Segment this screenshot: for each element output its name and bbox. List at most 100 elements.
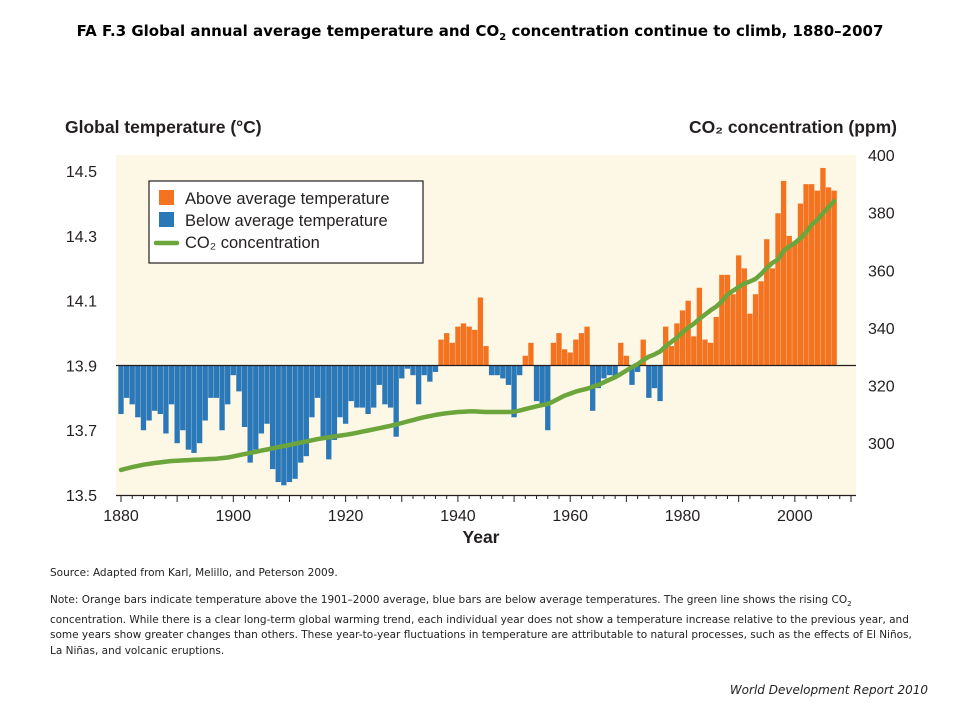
temperature-bar-1987 [719,274,725,366]
temperature-bar-1899 [225,365,231,405]
temperature-bar-1891 [180,365,186,431]
temperature-bar-1993 [752,294,759,366]
temperature-bar-1886 [152,365,158,411]
temperature-bar-1973 [640,339,646,366]
y2-tick-label: 360 [868,263,895,280]
temperature-bar-1888 [163,365,169,434]
note-text-end: concentration. While there is a clear lo… [50,613,912,657]
temperature-bar-2004 [814,190,820,366]
temperature-bar-1882 [129,365,135,405]
temperature-bar-1996 [769,268,776,366]
bar-group [118,167,837,486]
temperature-bar-1924 [365,365,371,415]
temperature-bar-1920 [342,365,349,424]
note-text: Note: Orange bars indicate temperature a… [50,594,848,606]
y-tick-label: 14.5 [66,164,97,181]
temperature-bar-1982 [691,336,697,366]
temperature-bar-1881 [123,365,130,398]
temperature-bar-1926 [376,365,382,385]
temperature-bar-1917 [326,365,332,460]
temperature-bar-1962 [578,333,585,366]
temperature-bar-1983 [696,287,703,366]
temperature-bar-1950 [511,365,517,418]
temperature-bar-1944 [477,297,484,366]
temperature-bar-1921 [348,365,354,402]
temperature-bar-1912 [298,365,304,463]
temperature-bar-1989 [730,294,736,366]
temperature-bar-1990 [736,255,742,366]
temperature-bar-2003 [809,184,815,366]
temperature-bar-1943 [472,329,478,366]
legend-box [148,180,424,264]
temperature-bar-1941 [460,323,467,366]
temperature-bar-1959 [561,349,568,366]
temperature-bar-1890 [174,365,180,444]
temperature-bar-1907 [269,365,276,470]
title-text-end: concentration continue to climb, 1880–20… [506,22,884,40]
temperature-bar-1928 [387,365,394,408]
temperature-bar-2007 [831,190,837,366]
temperature-bar-1908 [275,365,281,483]
temperature-bar-1938 [444,333,450,366]
temperature-bar-1893 [191,365,197,453]
legend-swatch-above [159,190,174,205]
temperature-bar-1906 [264,365,270,424]
y2-tick-label: 340 [868,321,895,338]
temperature-bar-1998 [780,180,787,366]
temperature-bar-1988 [724,274,731,366]
temperature-bar-1887 [157,365,163,415]
temperature-bar-1969 [618,342,624,366]
temperature-bar-1940 [455,326,461,366]
co2-line [118,198,837,473]
temperature-bar-1992 [747,313,753,366]
temperature-bar-2005 [820,167,826,366]
temperature-bar-1968 [612,365,618,379]
temperature-bar-1974 [646,365,652,398]
y2-tick-label: 380 [868,206,895,223]
temperature-bar-1939 [449,342,455,366]
x-axis-title: Year [463,527,500,547]
temperature-bar-1948 [500,365,506,379]
legend-label-above: Above average temperature [185,190,390,208]
temperature-bar-1981 [685,300,691,366]
temperature-bar-1925 [371,365,377,408]
title-subscript: 2 [499,32,507,43]
temperature-bar-1931 [404,365,411,369]
temperature-bar-1932 [410,365,416,376]
temperature-bar-1905 [258,365,265,434]
temperature-bar-1910 [286,365,293,483]
temperature-bar-1918 [331,365,338,440]
temperature-bar-1956 [545,365,551,431]
y-tick-label: 13.7 [66,423,97,440]
temperature-bar-1985 [707,342,714,366]
temperature-bar-1978 [668,346,674,366]
note-subscript: 2 [847,600,852,609]
temperature-bar-1897 [213,365,220,398]
legend-label-co2: CO₂ concentration [185,234,320,252]
temperature-bar-1991 [741,268,747,366]
legend-label-below: Below average temperature [185,212,388,230]
temperature-bar-1936 [432,365,439,372]
temperature-bar-1903 [247,365,253,463]
temperature-bar-1953 [528,342,534,366]
temperature-bar-1971 [629,365,635,385]
left-axis-title: Global temperature (°C) [65,117,262,137]
temperature-bar-1979 [674,323,680,366]
temperature-bar-1946 [488,365,495,376]
temperature-bar-1967 [606,365,613,376]
temperature-bar-1995 [764,239,770,366]
temperature-bar-1961 [573,339,579,366]
temperature-bar-1902 [241,365,248,427]
x-tick-label: 1880 [103,508,139,525]
x-tick-label: 1980 [665,508,701,525]
temperature-bar-1994 [758,281,764,366]
y2-tick-label: 320 [868,379,895,396]
temperature-bar-1885 [146,365,152,421]
temperature-bar-1960 [567,352,573,366]
temperature-bar-1957 [550,342,557,366]
y2-tick-group: 300 320 340 360 380 400 [868,148,895,453]
temperature-bar-1951 [517,365,523,376]
temperature-bar-1922 [354,365,360,408]
temperature-bar-1929 [393,365,399,437]
temperature-bar-1919 [337,365,343,418]
